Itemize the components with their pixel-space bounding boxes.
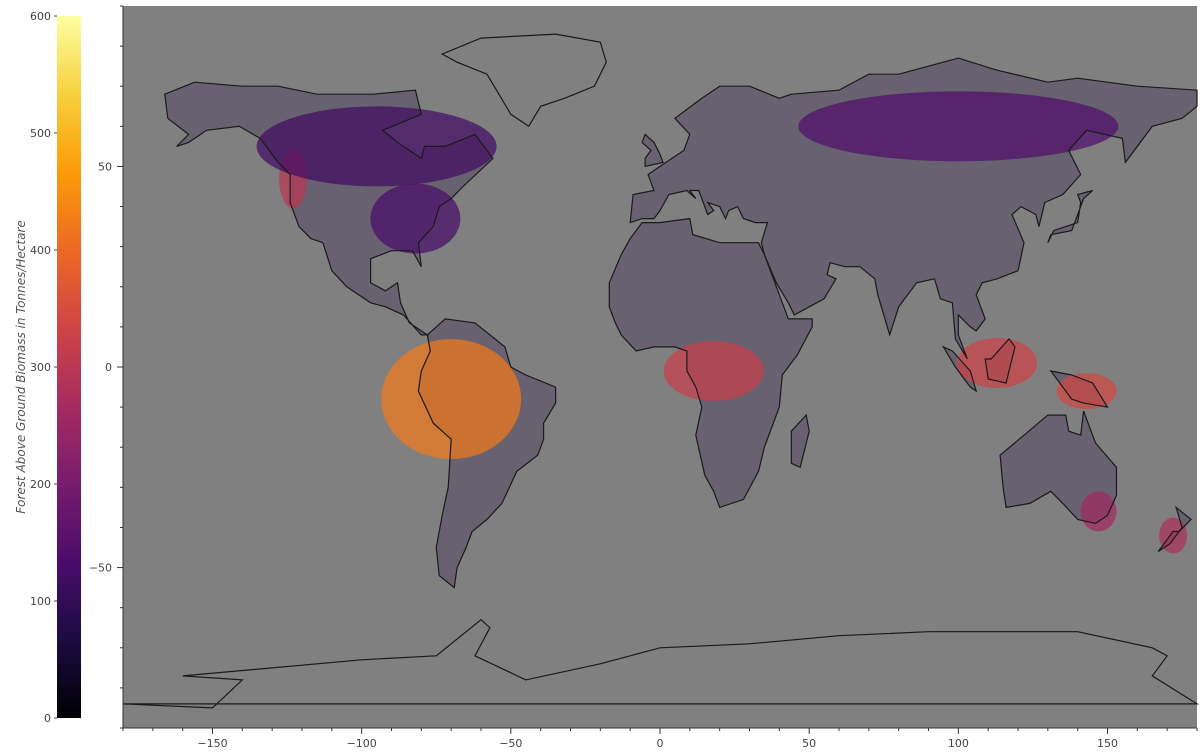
colorbar-ticks: 0 100 200 300 400 500 600 bbox=[30, 10, 57, 725]
biomass-hotspot bbox=[381, 339, 522, 460]
land-tint-madagascar bbox=[791, 415, 810, 468]
x-tick-label: 50 bbox=[802, 737, 816, 750]
coastline-madagascar bbox=[790, 413, 810, 469]
biomass-hotspot bbox=[370, 183, 461, 254]
coastline-australia bbox=[999, 410, 1118, 525]
biomass-hotspot bbox=[1159, 517, 1188, 554]
land-tint-north-america bbox=[164, 82, 493, 335]
colorbar-tick-label: 200 bbox=[30, 478, 51, 491]
x-tick-label: 150 bbox=[1097, 737, 1118, 750]
colorbar-tick-label: 300 bbox=[30, 361, 51, 374]
coastline-greenland bbox=[440, 33, 607, 128]
colorbar: Forest Above Ground Biomass in Tonnes/He… bbox=[0, 0, 90, 750]
coastline-south-america bbox=[417, 318, 557, 589]
land-tint-new-zealand bbox=[1158, 507, 1191, 552]
colorbar-title: Forest Above Ground Biomass in Tonnes/He… bbox=[14, 220, 28, 514]
biomass-layer bbox=[164, 58, 1197, 588]
coastline-sumatra bbox=[941, 345, 978, 393]
coastline-uk bbox=[641, 133, 664, 168]
y-tick-label: −50 bbox=[90, 562, 112, 575]
coastline-eurasia bbox=[629, 57, 1198, 360]
x-tick-label: −150 bbox=[197, 737, 227, 750]
y-tick-label: 50 bbox=[98, 160, 112, 173]
coastline-new-guinea bbox=[1049, 370, 1109, 408]
colorbar-tick-label: 500 bbox=[30, 127, 51, 140]
colorbar-tick-label: 600 bbox=[30, 10, 51, 23]
coastline-north-america bbox=[164, 81, 494, 336]
map-svg[interactable]: −150 −100 −50 0 50 100 150 −50 0 50 bbox=[89, 0, 1200, 750]
colorbar-tick-label: 100 bbox=[30, 595, 51, 608]
y-tick-label: 0 bbox=[105, 361, 112, 374]
coastline-borneo bbox=[984, 337, 1016, 384]
colorbar-svg: Forest Above Ground Biomass in Tonnes/He… bbox=[14, 10, 81, 725]
biomass-hotspot bbox=[1080, 491, 1117, 532]
x-tick-label: 0 bbox=[657, 737, 664, 750]
x-axis-ticks: −150 −100 −50 0 50 100 150 bbox=[122, 728, 1198, 750]
coastline-antarctica bbox=[122, 618, 1200, 709]
biomass-hotspot bbox=[1056, 373, 1117, 410]
coastline-japan bbox=[1047, 189, 1093, 243]
biomass-map[interactable]: −150 −100 −50 0 50 100 150 −50 0 50 bbox=[89, 0, 1200, 750]
coastlines bbox=[122, 33, 1200, 709]
colorbar-gradient bbox=[57, 16, 81, 718]
y-axis-ticks: −50 0 50 bbox=[89, 5, 123, 729]
colorbar-tick-label: 0 bbox=[44, 712, 51, 725]
biomass-hotspot bbox=[663, 341, 764, 402]
colorbar-tick-label: 400 bbox=[30, 244, 51, 257]
land-tint-australia bbox=[1000, 411, 1117, 524]
x-tick-label: −50 bbox=[499, 737, 522, 750]
x-tick-label: 100 bbox=[948, 737, 969, 750]
biomass-hotspot bbox=[798, 91, 1119, 162]
coastline-new-zealand bbox=[1157, 505, 1192, 552]
biomass-hotspot bbox=[957, 337, 1038, 388]
land-tint-uk bbox=[642, 134, 663, 167]
x-tick-label: −100 bbox=[347, 737, 377, 750]
coastline-africa bbox=[608, 217, 813, 509]
biomass-hotspot bbox=[256, 106, 497, 187]
